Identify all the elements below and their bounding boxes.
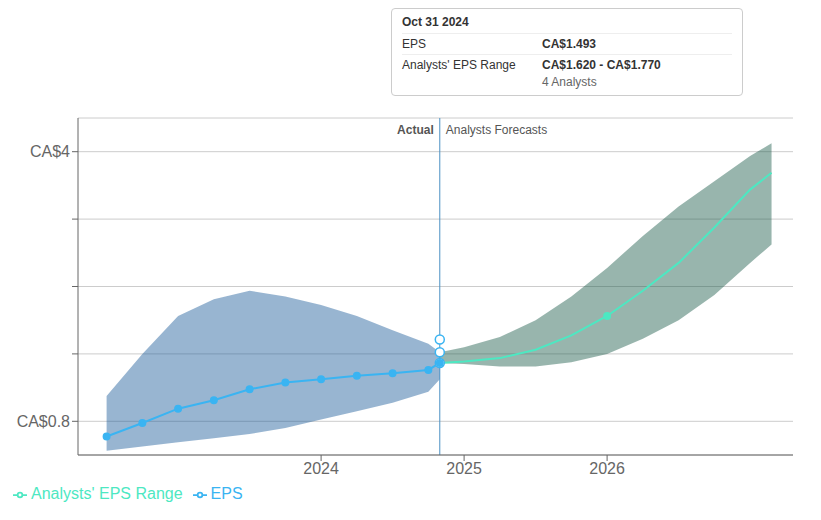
html-text:Analysts' EPS Range: Analysts' EPS Range xyxy=(31,485,183,502)
html-text:EPS: EPS xyxy=(402,37,426,51)
svg-text:CA$4: CA$4 xyxy=(30,143,70,160)
html-text:CA$1.620 - CA$1.770: CA$1.620 - CA$1.770 xyxy=(542,58,661,72)
html-text:Oct 31 2024: Oct 31 2024 xyxy=(402,15,469,29)
svg-text:CA$0.8: CA$0.8 xyxy=(17,413,70,430)
html-text:EPS: EPS xyxy=(210,485,243,502)
svg-text:2025: 2025 xyxy=(446,460,482,477)
svg-text:Analysts Forecasts: Analysts Forecasts xyxy=(446,123,547,137)
html-text:CA$1.493: CA$1.493 xyxy=(542,37,596,51)
svg-text:2026: 2026 xyxy=(589,460,625,477)
html-text:4 Analysts: 4 Analysts xyxy=(542,75,597,89)
svg-text:Actual: Actual xyxy=(397,123,434,137)
html-text:Analysts' EPS Range: Analysts' EPS Range xyxy=(402,58,516,72)
svg-text:2024: 2024 xyxy=(303,460,339,477)
